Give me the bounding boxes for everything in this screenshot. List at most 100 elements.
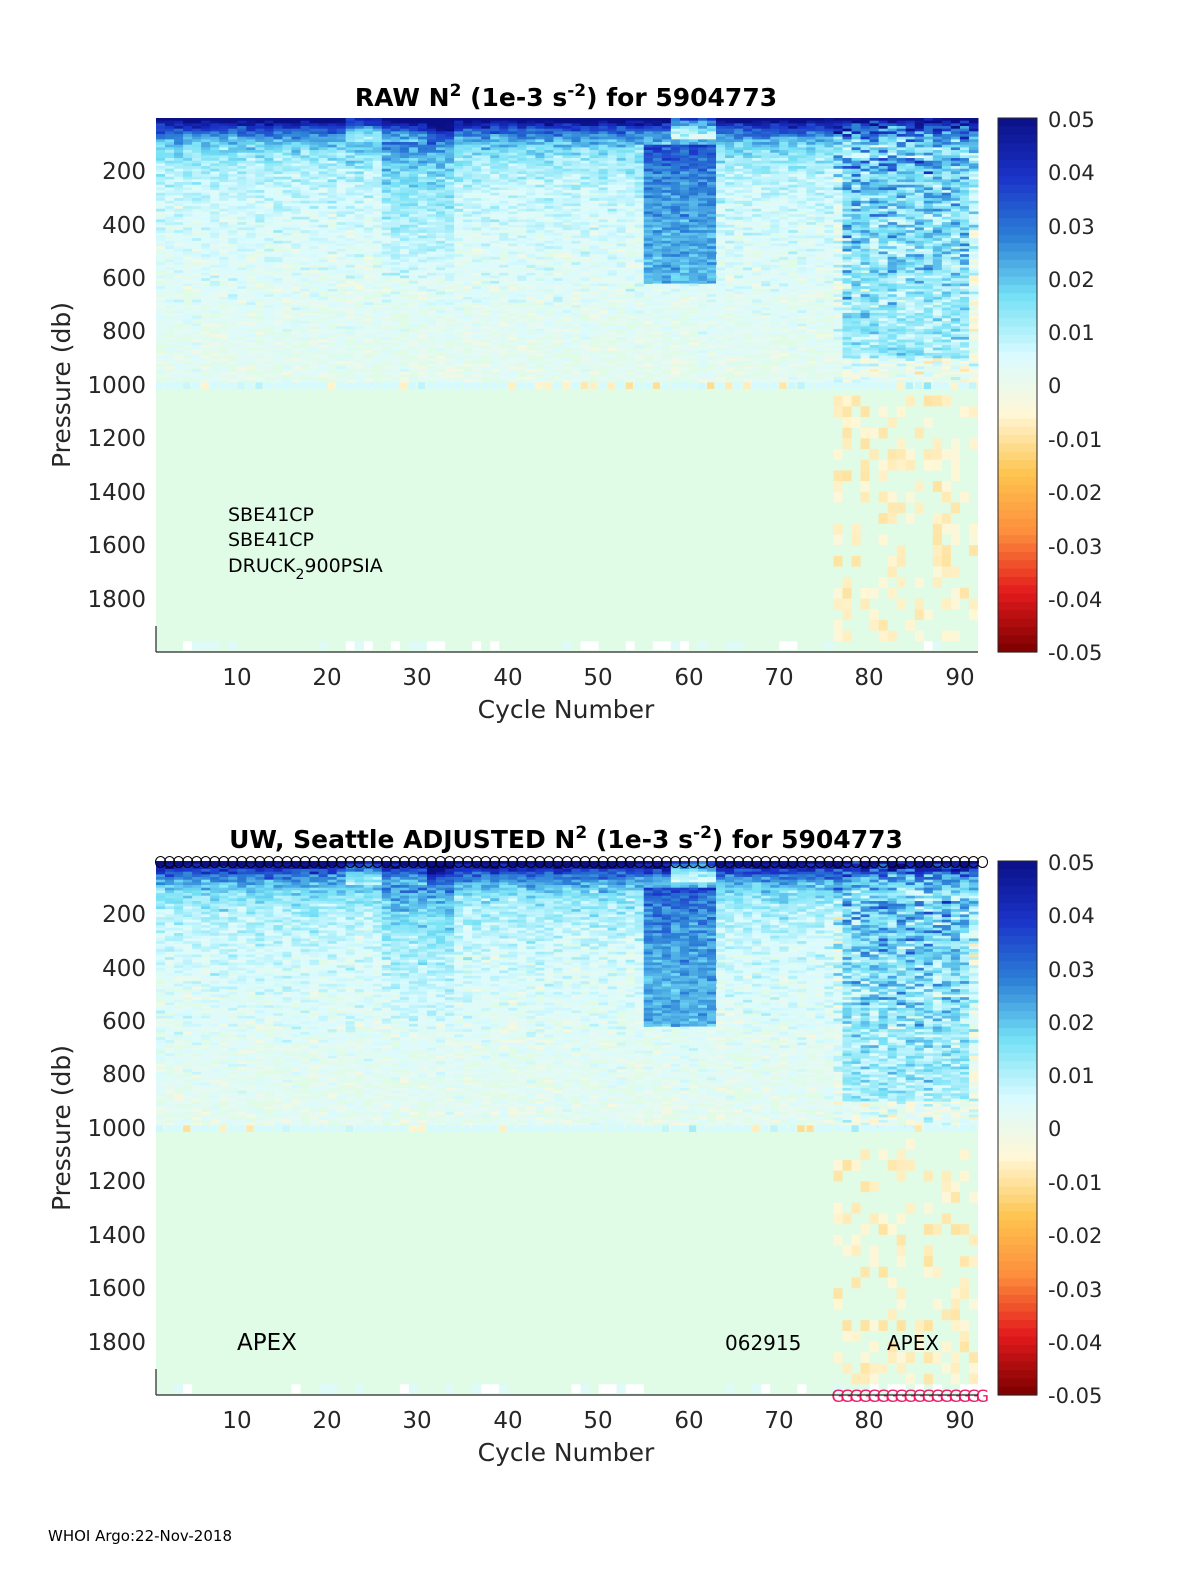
- heatmap-cell: [589, 334, 600, 338]
- heatmap-cell: [255, 152, 265, 156]
- heatmap-cell: [535, 382, 543, 389]
- heatmap-cell: [282, 171, 292, 175]
- heatmap-cell: [472, 363, 482, 367]
- heatmap-cell: [508, 376, 518, 381]
- heatmap-cell: [219, 251, 229, 255]
- heatmap-cell: [436, 190, 446, 194]
- heatmap-cell: [264, 163, 274, 167]
- heatmap-cell: [273, 144, 283, 148]
- heatmap-cell: [246, 275, 256, 279]
- heatmap-cell: [445, 374, 455, 378]
- heatmap-cell: [436, 230, 446, 234]
- heatmap-cell: [616, 232, 627, 236]
- heatmap-cell: [526, 163, 536, 167]
- heatmap-cell: [616, 280, 627, 284]
- heatmap-cell: [174, 371, 184, 375]
- heatmap-cell: [273, 182, 283, 186]
- heatmap-cell: [264, 371, 274, 375]
- heatmap-cell: [571, 120, 582, 124]
- heatmap-cell: [219, 144, 229, 148]
- heatmap-cell: [246, 182, 256, 186]
- heatmap-cell: [616, 275, 627, 279]
- heatmap-cell: [408, 174, 419, 178]
- heatmap-cell: [562, 251, 573, 255]
- heatmap-cell: [156, 139, 166, 143]
- heatmap-cell: [607, 158, 618, 162]
- heatmap-cell: [210, 176, 220, 180]
- heatmap-cell: [598, 243, 609, 247]
- heatmap-cell: [535, 251, 545, 255]
- heatmap-cell: [210, 339, 220, 343]
- heatmap-cell: [463, 382, 471, 389]
- heatmap-cell: [589, 168, 600, 172]
- heatmap-cell: [219, 208, 229, 212]
- heatmap-cell: [445, 222, 455, 226]
- heatmap-cell: [165, 379, 175, 383]
- heatmap-cell: [273, 286, 283, 290]
- heatmap-cell: [589, 323, 600, 327]
- heatmap-cell: [228, 150, 238, 154]
- heatmap-cell: [580, 160, 591, 164]
- heatmap-cell: [336, 168, 347, 172]
- heatmap-cell: [246, 307, 256, 311]
- heatmap-cell: [517, 310, 527, 314]
- heatmap-cell: [156, 382, 164, 389]
- heatmap-cell: [183, 320, 193, 324]
- heatmap-cell: [273, 360, 283, 365]
- heatmap-cell: [372, 328, 383, 332]
- heatmap-cell: [345, 195, 356, 199]
- heatmap-cell: [508, 195, 518, 199]
- heatmap-cell: [390, 184, 401, 188]
- heatmap-cell: [390, 254, 401, 258]
- heatmap-cell: [273, 200, 283, 204]
- heatmap-cell: [264, 126, 274, 130]
- heatmap-cell: [544, 342, 554, 346]
- heatmap-cell: [643, 288, 654, 292]
- heatmap-cell: [571, 187, 582, 191]
- heatmap-cell: [219, 318, 229, 322]
- heatmap-cell: [544, 371, 554, 375]
- heatmap-cell: [219, 296, 229, 300]
- heatmap-cell: [282, 179, 292, 183]
- heatmap-cell: [264, 315, 274, 319]
- heatmap-cell: [156, 283, 166, 287]
- heatmap-cell: [219, 358, 229, 362]
- heatmap-cell: [661, 342, 672, 346]
- heatmap-cell: [156, 296, 166, 300]
- heatmap-cell: [426, 243, 437, 247]
- heatmap-cell: [381, 139, 392, 143]
- heatmap-cell: [463, 286, 473, 290]
- heatmap-cell: [318, 246, 329, 250]
- heatmap-cell: [508, 248, 518, 252]
- heatmap-cell: [661, 128, 672, 132]
- heatmap-cell: [156, 134, 166, 138]
- heatmap-cell: [264, 336, 274, 341]
- heatmap-cell: [399, 270, 410, 274]
- heatmap-cell: [571, 198, 582, 202]
- heatmap-cell: [643, 174, 654, 178]
- heatmap-cell: [228, 176, 238, 180]
- heatmap-cell: [156, 262, 166, 266]
- heatmap-cell: [562, 248, 573, 252]
- heatmap-cell: [363, 278, 374, 282]
- heatmap-cell: [634, 136, 645, 140]
- heatmap-cell: [580, 200, 591, 204]
- heatmap-cell: [661, 211, 672, 215]
- heatmap-cell: [643, 171, 654, 175]
- heatmap-cell: [165, 168, 175, 172]
- heatmap-cell: [508, 155, 518, 159]
- heatmap-cell: [408, 144, 419, 148]
- heatmap-cell: [363, 307, 374, 311]
- heatmap-cell: [490, 278, 500, 282]
- heatmap-cell: [327, 227, 338, 231]
- heatmap-cell: [327, 243, 338, 247]
- heatmap-cell: [508, 294, 518, 298]
- heatmap-cell: [517, 344, 527, 349]
- heatmap-cell: [372, 128, 383, 132]
- heatmap-cell: [463, 120, 473, 124]
- heatmap-cell: [354, 131, 365, 135]
- heatmap-cell: [463, 238, 473, 242]
- heatmap-cell: [445, 142, 455, 146]
- heatmap-cell: [417, 182, 428, 186]
- heatmap-cell: [246, 336, 256, 341]
